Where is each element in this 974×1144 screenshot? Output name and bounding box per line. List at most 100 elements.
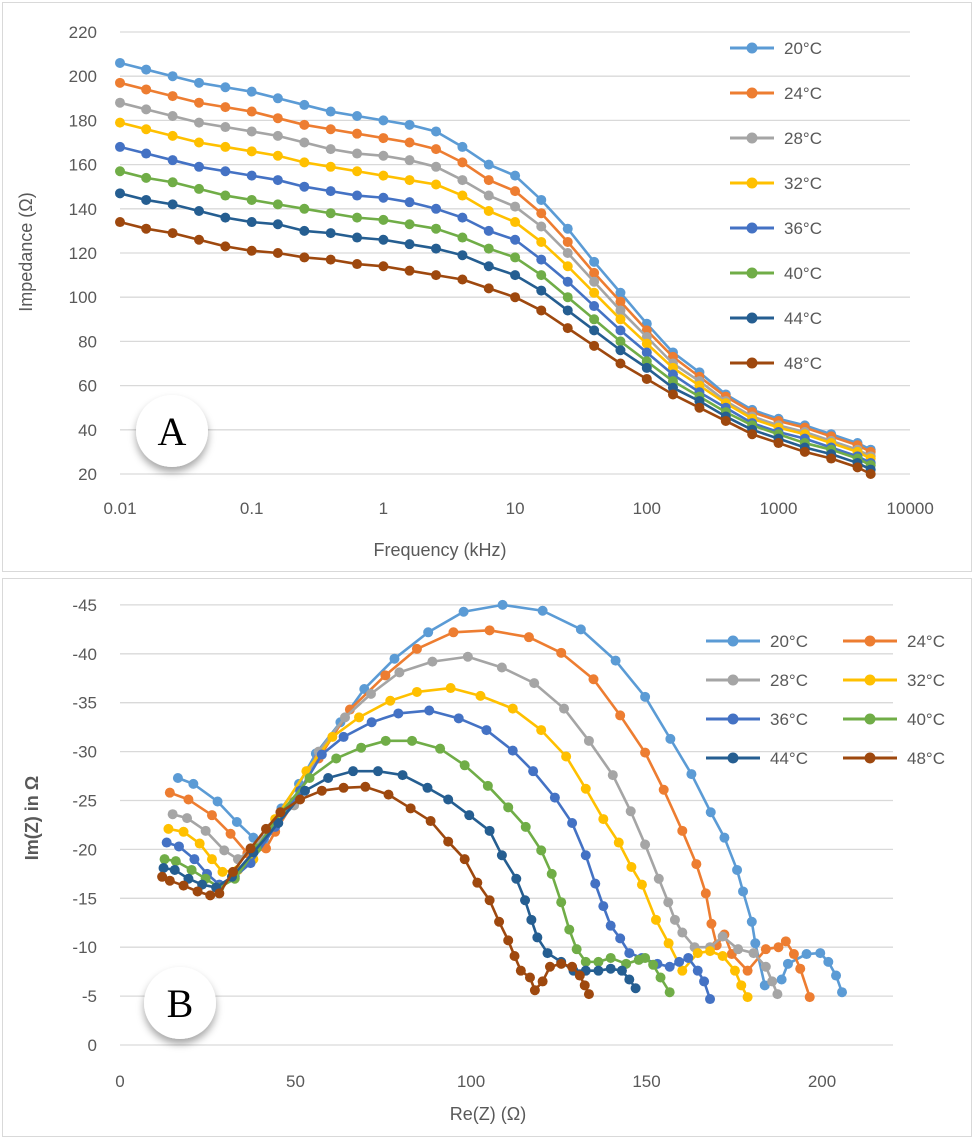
data-point [141, 194, 152, 205]
data-point [194, 206, 205, 217]
data-point [172, 773, 183, 784]
data-point [593, 965, 604, 976]
data-point [272, 113, 283, 124]
data-point [378, 150, 389, 161]
data-point [615, 933, 626, 944]
data-point [567, 817, 578, 828]
data-point [694, 402, 705, 413]
data-point [674, 956, 685, 967]
data-point [167, 199, 178, 210]
data-point [188, 778, 199, 789]
legend-label: 28°C [770, 671, 808, 690]
data-point [536, 194, 547, 205]
data-point [220, 122, 231, 133]
data-point [352, 232, 363, 243]
series-48c [115, 217, 876, 479]
data-point [431, 126, 442, 137]
data-point [641, 347, 652, 358]
data-point [865, 469, 876, 479]
data-point [405, 803, 416, 814]
data-point [164, 787, 175, 798]
data-point [546, 868, 557, 879]
data-point [372, 766, 383, 777]
data-point [186, 864, 197, 875]
data-point [299, 99, 310, 110]
data-point [457, 141, 468, 152]
data-point [556, 647, 567, 658]
data-point [323, 773, 334, 784]
data-point [167, 130, 178, 141]
data-point [641, 373, 652, 384]
data-point [443, 794, 454, 805]
data-point [352, 190, 363, 201]
data-point [194, 137, 205, 148]
data-point [352, 128, 363, 139]
data-point [325, 124, 336, 135]
data-point [667, 389, 678, 400]
data-point [295, 794, 306, 805]
data-point [748, 948, 759, 959]
data-point [325, 161, 336, 172]
data-point [481, 725, 492, 736]
data-point [299, 252, 310, 263]
data-point [589, 314, 600, 325]
y-tick-label: 180 [69, 111, 97, 130]
data-point [484, 825, 495, 836]
data-point [496, 662, 507, 673]
y-tick-label: 80 [78, 332, 97, 351]
data-point [339, 712, 350, 723]
data-point [580, 783, 591, 794]
data-point [378, 192, 389, 203]
y-tick-label: 40 [78, 421, 97, 440]
y-tick-label: 200 [69, 67, 97, 86]
data-point [325, 208, 336, 219]
data-point [616, 965, 627, 976]
data-point [299, 181, 310, 192]
data-point [167, 228, 178, 239]
data-point [194, 234, 205, 245]
x-tick-label: 100 [457, 1072, 485, 1091]
data-point [750, 938, 761, 949]
data-point [453, 713, 464, 724]
data-point [706, 918, 717, 929]
data-point [562, 305, 573, 316]
data-point [161, 837, 172, 848]
data-point [510, 201, 521, 212]
data-point [325, 228, 336, 239]
data-point [537, 605, 548, 616]
data-point [699, 976, 710, 987]
data-point [200, 825, 211, 836]
data-point [630, 983, 641, 994]
data-point [431, 223, 442, 234]
data-point [404, 175, 415, 186]
legend-marker [746, 87, 758, 99]
data-point [760, 961, 771, 972]
legend-label: 24°C [907, 632, 945, 651]
data-point [549, 792, 560, 803]
legend-marker [864, 713, 876, 725]
data-point [393, 708, 404, 719]
data-point [141, 172, 152, 183]
data-point [220, 212, 231, 223]
data-point [397, 770, 408, 781]
legend-label: 36°C [770, 710, 808, 729]
data-point [562, 323, 573, 334]
data-point [423, 627, 434, 638]
data-point [536, 270, 547, 281]
data-point [464, 810, 475, 821]
data-point [615, 314, 626, 325]
data-point [483, 243, 494, 254]
data-point [831, 970, 842, 981]
data-point [653, 873, 664, 884]
data-point [507, 703, 518, 714]
data-point [669, 914, 680, 925]
data-point [520, 821, 531, 832]
data-point [457, 232, 468, 243]
legend-label: 44°C [784, 309, 822, 328]
data-point [431, 243, 442, 254]
data-point [338, 731, 349, 742]
data-point [598, 901, 609, 912]
data-point [220, 102, 231, 113]
data-point [823, 956, 834, 967]
